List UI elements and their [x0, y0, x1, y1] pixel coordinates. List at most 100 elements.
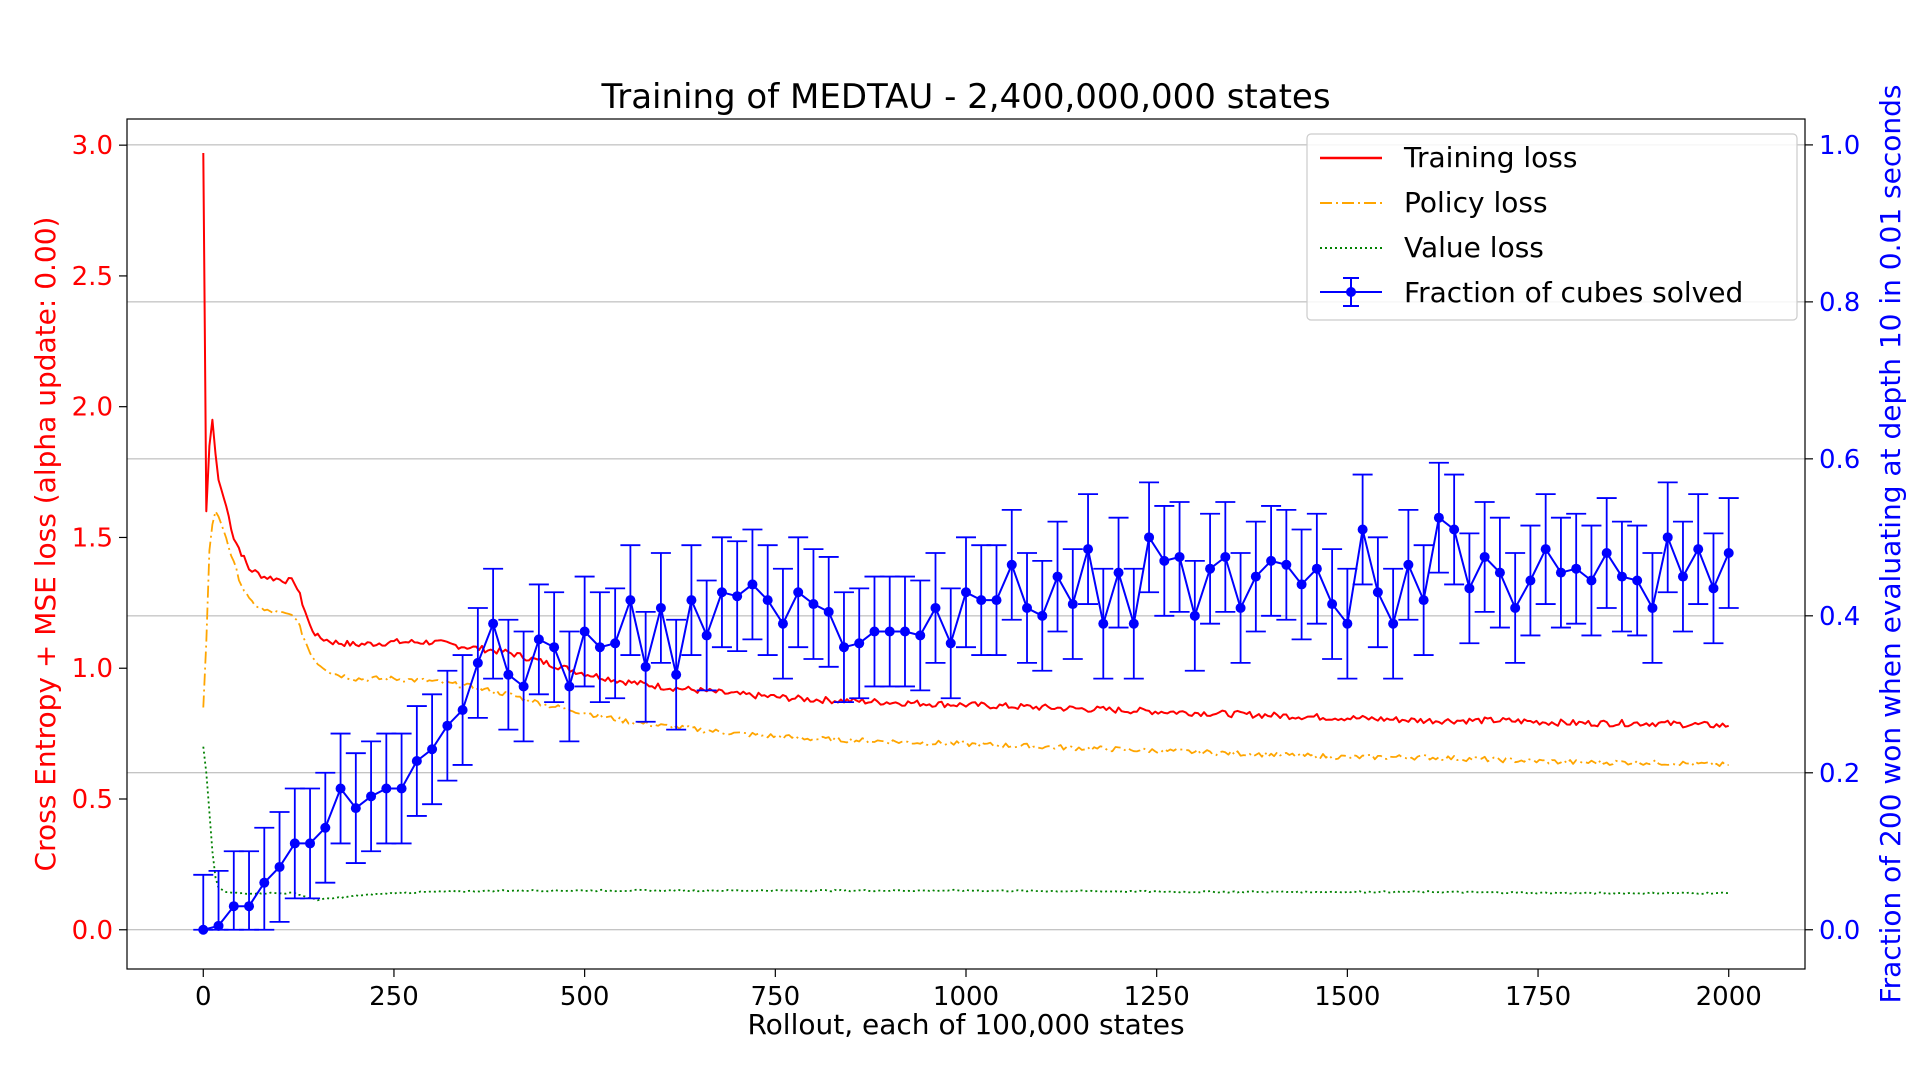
fraction-point-53 [1006, 559, 1017, 570]
fraction-point-84 [1479, 551, 1490, 562]
series-line-training-loss [202, 152, 1729, 729]
legend: Training loss Policy loss Value loss Fra… [1306, 133, 1798, 321]
legend-label-policy: Policy loss [1404, 186, 1548, 219]
fraction-point-14 [411, 756, 422, 767]
fraction-point-50 [961, 587, 971, 598]
fraction-point-45 [884, 626, 895, 637]
fraction-point-93 [1616, 571, 1627, 582]
fraction-point-37 [762, 595, 773, 606]
x-tick-label-8: 2000 [1696, 982, 1762, 1012]
fraction-point-0 [198, 924, 209, 935]
fraction-point-61 [1128, 618, 1139, 629]
y-right-tick-label-1: 0.2 [1819, 759, 1860, 789]
fraction-point-47 [915, 630, 926, 641]
fraction-point-87 [1525, 575, 1536, 586]
fraction-point-26 [594, 642, 605, 653]
y-right-tick-label-3: 0.6 [1819, 445, 1860, 475]
fraction-point-55 [1037, 610, 1048, 621]
x-tick-label-3: 750 [750, 982, 800, 1012]
fraction-point-65 [1189, 610, 1200, 621]
legend-label-training: Training loss [1403, 141, 1577, 174]
fraction-point-11 [366, 791, 377, 802]
y-right-tick-label-2: 0.4 [1819, 602, 1860, 632]
fraction-point-59 [1098, 618, 1109, 629]
fraction-point-85 [1494, 567, 1505, 578]
fraction-point-79 [1403, 559, 1414, 570]
y-axis-left-label: Cross Entropy + MSE loss (alpha update: … [29, 217, 62, 872]
fraction-point-34 [716, 587, 727, 598]
fraction-point-28 [625, 595, 636, 606]
chart-title: Training of MEDTAU - 2,400,000,000 state… [600, 77, 1330, 117]
fraction-point-40 [808, 599, 819, 610]
y-right-tick-label-0: 0.0 [1819, 916, 1860, 946]
fraction-point-43 [854, 638, 865, 649]
fraction-point-68 [1235, 602, 1246, 613]
fraction-point-33 [701, 630, 712, 641]
legend-label-fraction: Fraction of cubes solved [1404, 276, 1743, 309]
fraction-point-18 [472, 657, 483, 668]
fraction-point-13 [396, 783, 407, 794]
fraction-point-24 [564, 681, 575, 692]
fraction-point-54 [1022, 602, 1033, 613]
fraction-point-6 [289, 838, 300, 849]
y-left-tick-label-2: 1.0 [72, 654, 113, 684]
fraction-point-80 [1418, 595, 1429, 606]
y-left-tick-label-4: 2.0 [72, 393, 113, 423]
fraction-point-19 [488, 618, 499, 629]
fraction-point-99 [1708, 583, 1719, 594]
fraction-point-31 [671, 669, 682, 680]
x-tick-label-2: 500 [560, 982, 610, 1012]
fraction-point-12 [381, 783, 392, 794]
fraction-point-1 [213, 920, 224, 931]
series-line-value-loss [202, 746, 1729, 902]
y-right-tick-label-5: 1.0 [1819, 131, 1860, 161]
axis-layer: 0 250 500 750 1000 1250 1500 1750 2000 0.0 0.5 1.0 1… [72, 131, 1861, 1012]
fraction-point-76 [1357, 524, 1368, 535]
fraction-point-56 [1052, 571, 1063, 582]
legend-label-value: Value loss [1404, 231, 1544, 264]
fraction-point-5 [274, 861, 285, 872]
fraction-point-10 [350, 803, 361, 814]
y-axis-right-label: Fraction of 200 won when evaluating at d… [1874, 85, 1907, 1004]
fraction-point-57 [1067, 599, 1078, 610]
fraction-point-20 [503, 669, 514, 680]
fraction-point-69 [1250, 571, 1261, 582]
fraction-point-72 [1296, 579, 1307, 590]
fraction-point-25 [579, 626, 590, 637]
fraction-point-35 [732, 591, 743, 602]
fraction-point-52 [991, 595, 1002, 606]
fraction-point-83 [1464, 583, 1475, 594]
fraction-point-4 [259, 877, 270, 888]
fraction-point-58 [1083, 544, 1094, 555]
fraction-point-48 [930, 602, 941, 613]
x-tick-label-7: 1750 [1505, 982, 1571, 1012]
fraction-point-91 [1586, 575, 1597, 586]
y-left-tick-label-0: 0.0 [72, 916, 113, 946]
fraction-point-51 [976, 595, 987, 606]
fraction-point-21 [518, 681, 529, 692]
x-axis-label: Rollout, each of 100,000 states [747, 1008, 1184, 1041]
x-tick-label-1: 250 [369, 982, 419, 1012]
fraction-point-73 [1311, 563, 1322, 574]
fraction-point-8 [320, 822, 331, 833]
y-left-tick-label-1: 0.5 [72, 785, 113, 815]
series-fraction-of-cubes-solved [193, 461, 1739, 935]
fraction-point-42 [838, 642, 849, 653]
fraction-point-15 [427, 744, 438, 755]
fraction-point-2 [228, 901, 239, 912]
fraction-point-9 [335, 783, 346, 794]
x-tick-label-4: 1000 [933, 982, 999, 1012]
fraction-point-77 [1372, 587, 1383, 598]
fraction-point-78 [1388, 618, 1399, 629]
fraction-point-74 [1327, 599, 1338, 610]
fraction-point-66 [1205, 563, 1216, 574]
y-left-tick-label-3: 1.5 [72, 523, 113, 553]
fraction-point-60 [1113, 567, 1124, 578]
fraction-point-95 [1647, 602, 1658, 613]
fraction-point-67 [1220, 551, 1231, 562]
fraction-point-92 [1601, 548, 1612, 559]
fraction-point-30 [655, 602, 666, 613]
x-tick-label-5: 1250 [1124, 982, 1190, 1012]
legend-box [1306, 133, 1798, 321]
fraction-point-23 [549, 642, 560, 653]
